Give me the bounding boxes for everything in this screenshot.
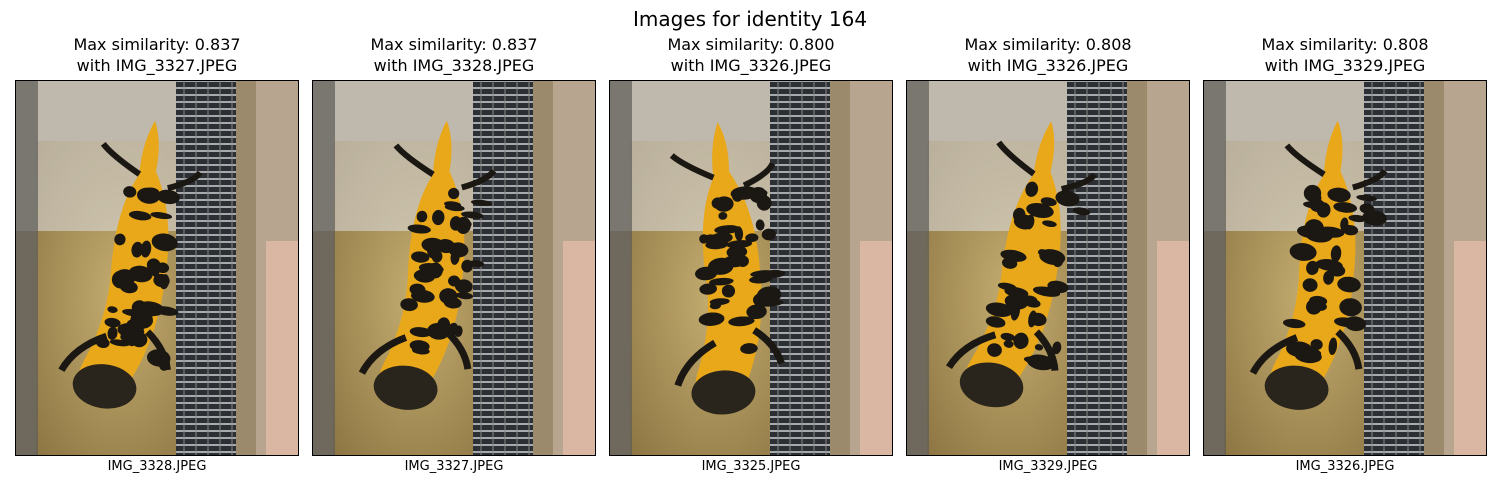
match-text: with IMG_3326.JPEG — [670, 56, 832, 75]
newt-photo — [313, 81, 595, 455]
newt-photo — [907, 81, 1189, 455]
image-frame — [906, 80, 1190, 456]
image-filename: IMG_3328.JPEG — [107, 459, 207, 474]
match-text: with IMG_3329.JPEG — [1264, 56, 1426, 75]
image-frame — [15, 80, 299, 456]
match-text: with IMG_3326.JPEG — [967, 56, 1129, 75]
panel-title: Max similarity: 0.808 with IMG_3326.JPEG — [886, 34, 1210, 76]
similarity-text: Max similarity: 0.837 — [73, 35, 241, 54]
image-panel: Max similarity: 0.837 with IMG_3328.JPEG — [312, 34, 596, 484]
panel-title: Max similarity: 0.800 with IMG_3326.JPEG — [589, 34, 913, 76]
image-panel: Max similarity: 0.808 with IMG_3326.JPEG — [906, 34, 1190, 484]
image-frame — [312, 80, 596, 456]
image-frame — [1203, 80, 1487, 456]
similarity-text: Max similarity: 0.808 — [1261, 35, 1429, 54]
image-panel: Max similarity: 0.837 with IMG_3327.JPEG — [15, 34, 299, 484]
similarity-text: Max similarity: 0.800 — [667, 35, 835, 54]
panel-title: Max similarity: 0.837 with IMG_3328.JPEG — [292, 34, 616, 76]
panel-title: Max similarity: 0.837 with IMG_3327.JPEG — [0, 34, 319, 76]
similarity-text: Max similarity: 0.808 — [964, 35, 1132, 54]
image-filename: IMG_3325.JPEG — [701, 459, 801, 474]
newt-photo — [1204, 81, 1486, 455]
newt-photo — [610, 81, 892, 455]
image-filename: IMG_3327.JPEG — [404, 459, 504, 474]
panel-title: Max similarity: 0.808 with IMG_3329.JPEG — [1183, 34, 1500, 76]
figure-title: Images for identity 164 — [632, 7, 868, 31]
image-panel: Max similarity: 0.800 with IMG_3326.JPEG — [609, 34, 893, 484]
image-filename: IMG_3326.JPEG — [1295, 459, 1395, 474]
match-text: with IMG_3328.JPEG — [373, 56, 535, 75]
image-filename: IMG_3329.JPEG — [998, 459, 1098, 474]
image-panel: Max similarity: 0.808 with IMG_3329.JPEG — [1203, 34, 1487, 484]
image-frame — [609, 80, 893, 456]
newt-photo — [16, 81, 298, 455]
match-text: with IMG_3327.JPEG — [76, 56, 238, 75]
similarity-text: Max similarity: 0.837 — [370, 35, 538, 54]
